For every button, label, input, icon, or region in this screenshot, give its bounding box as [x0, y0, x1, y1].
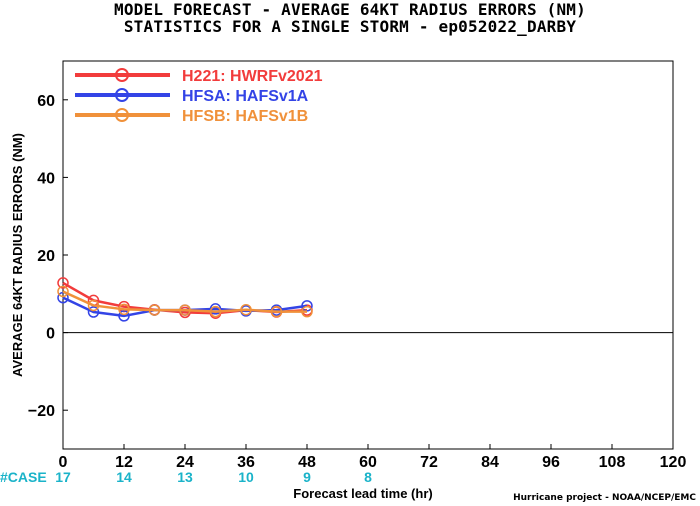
- series-3: [57, 285, 313, 318]
- legend-label: H221: HWRFv2021: [182, 68, 323, 85]
- chart-subtitle: STATISTICS FOR A SINGLE STORM - ep052022…: [123, 17, 577, 36]
- legend-label: HFSB: HAFSv1B: [182, 108, 308, 125]
- data-point: [301, 305, 313, 318]
- data-point: [87, 306, 100, 318]
- data-point: [87, 299, 100, 312]
- legend-label: HFSA: HAFSv1A: [182, 88, 309, 105]
- data-point: [57, 277, 69, 289]
- legend-marker: [115, 108, 129, 122]
- x-tick-label: 12: [115, 454, 133, 471]
- y-tick-label: 20: [37, 248, 55, 265]
- data-point: [270, 305, 283, 318]
- x-tick-label: 48: [298, 454, 316, 471]
- data-point: [148, 304, 161, 316]
- x-tick-label: 72: [420, 454, 438, 471]
- data-point: [209, 305, 222, 318]
- legend-marker: [115, 88, 129, 102]
- x-tick-label: 84: [481, 454, 499, 471]
- case-count: 13: [177, 469, 193, 485]
- case-count: 17: [55, 469, 71, 485]
- chart-title: MODEL FORECAST - AVERAGE 64KT RADIUS ERR…: [114, 0, 586, 19]
- data-point: [179, 304, 191, 316]
- case-count: 9: [303, 469, 311, 485]
- plot-area: [62, 60, 674, 450]
- data-point: [118, 303, 130, 316]
- x-axis-label: Forecast lead time (hr): [293, 486, 432, 501]
- series-line: [62, 290, 307, 313]
- x-tick-label: 36: [237, 454, 255, 471]
- x-tick-label: 0: [59, 454, 68, 471]
- x-tick-label: 24: [176, 454, 194, 471]
- x-tick-label: 60: [359, 454, 377, 471]
- x-tick-label: 96: [542, 454, 560, 471]
- data-point: [240, 303, 252, 316]
- case-count: 10: [238, 469, 254, 485]
- y-tick-label: 0: [46, 326, 55, 343]
- case-count: 8: [364, 469, 372, 485]
- y-tick-label: 60: [37, 93, 55, 110]
- credit-text: Hurricane project - NOAA/NCEP/EMC: [513, 493, 696, 503]
- legend-marker: [115, 68, 129, 82]
- case-count: 14: [116, 469, 132, 485]
- series-line: [62, 281, 308, 315]
- x-tick-label: 120: [660, 454, 687, 471]
- legend: H221: HWRFv2021 HFSA: HAFSv1A HFSB: HAFSv1…: [75, 68, 323, 125]
- x-tick-label: 108: [599, 454, 626, 471]
- y-tick-label: −20: [28, 403, 55, 420]
- case-count-label: #CASE: [0, 469, 47, 485]
- y-axis-label: AVERAGE 64KT RADIUS ERRORS (NM): [10, 133, 25, 377]
- y-tick-label: 40: [37, 170, 55, 187]
- data-point: [118, 310, 130, 322]
- data-point: [57, 285, 69, 298]
